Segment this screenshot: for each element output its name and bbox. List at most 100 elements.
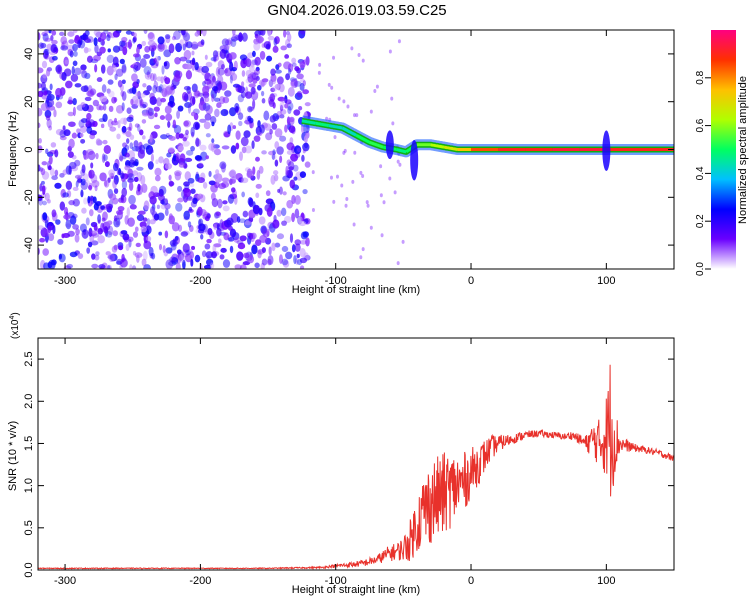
noise-point (164, 105, 172, 115)
noise-point (237, 85, 246, 94)
noise-point (78, 119, 85, 128)
noise-point (266, 207, 273, 217)
noise-point (243, 130, 251, 138)
ridge-segment (395, 148, 407, 154)
noise-point (289, 116, 295, 123)
noise-point (260, 30, 266, 36)
x-tick-label: -100 (325, 275, 347, 287)
noise-point (253, 41, 261, 51)
noise-point (291, 62, 297, 67)
noise-point (299, 239, 307, 245)
noise-point (165, 113, 173, 122)
noise-point (290, 153, 299, 162)
noise-point (51, 175, 58, 181)
noise-point (285, 73, 290, 81)
noise-point (279, 135, 287, 142)
noise-point (156, 204, 160, 210)
noise-point (190, 188, 196, 194)
noise-point (211, 121, 215, 127)
noise-point (100, 123, 105, 129)
noise-point (271, 123, 278, 130)
noise-point (161, 44, 168, 51)
noise-point (247, 115, 252, 122)
noise-point (81, 70, 88, 79)
noise-point (229, 245, 234, 254)
noise-point (281, 258, 289, 266)
noise-point (240, 91, 246, 99)
noise-point (80, 189, 84, 198)
noise-point (59, 135, 67, 141)
noise-point (181, 91, 188, 101)
noise-point (121, 64, 127, 74)
noise-point (168, 147, 175, 153)
noise-point (103, 144, 112, 154)
noise-point (171, 257, 179, 265)
noise-point (268, 150, 277, 156)
noise-point (291, 212, 296, 223)
noise-point (294, 243, 301, 252)
noise-point (40, 168, 46, 176)
noise-point (101, 84, 107, 93)
noise-point (261, 150, 267, 155)
noise-point (380, 233, 384, 238)
noise-point (75, 180, 79, 188)
noise-point (118, 45, 124, 52)
noise-point (185, 129, 189, 136)
noise-point (185, 63, 193, 70)
ridge-excursion (410, 139, 419, 181)
noise-point (87, 119, 95, 127)
noise-point (132, 37, 136, 44)
noise-point (141, 112, 150, 117)
noise-point (190, 200, 197, 208)
noise-point (197, 177, 205, 184)
noise-point (237, 112, 244, 120)
noise-point (276, 76, 284, 85)
noise-point (173, 124, 182, 135)
noise-point (174, 56, 181, 65)
noise-point (285, 99, 292, 105)
noise-point (274, 159, 279, 167)
noise-point (296, 147, 301, 153)
noise-point (296, 90, 303, 98)
noise-point (125, 243, 130, 252)
noise-point (257, 249, 265, 255)
noise-point (168, 43, 175, 54)
noise-point (294, 195, 301, 205)
noise-point (132, 36, 137, 43)
noise-point (187, 177, 195, 184)
noise-point (345, 196, 349, 201)
noise-point (194, 90, 201, 97)
noise-point (281, 207, 287, 217)
noise-point (139, 58, 147, 68)
noise-point (340, 183, 344, 188)
snr-line (38, 364, 674, 570)
noise-point (40, 81, 46, 91)
noise-point (281, 220, 288, 226)
noise-point (108, 105, 114, 112)
noise-point (131, 104, 139, 109)
noise-point (311, 208, 315, 213)
noise-point (62, 125, 66, 131)
noise-point (68, 200, 75, 206)
noise-point (355, 113, 359, 118)
noise-point (177, 197, 184, 203)
noise-point (205, 155, 209, 160)
noise-point (46, 118, 52, 129)
x-tick-label: -300 (54, 275, 76, 287)
noise-point (168, 180, 174, 187)
ridge-excursion (602, 130, 611, 172)
noise-point (81, 207, 87, 214)
y-tick-label: 2.0 (23, 394, 35, 409)
noise-point (62, 192, 69, 198)
noise-point (128, 181, 134, 192)
noise-point (101, 153, 106, 163)
noise-point (165, 247, 173, 254)
noise-point (177, 185, 183, 192)
noise-point (255, 183, 262, 189)
noise-point (137, 149, 146, 159)
noise-point (178, 162, 185, 168)
noise-point (121, 63, 127, 73)
noise-point (42, 73, 48, 79)
noise-point (350, 46, 354, 51)
noise-point (232, 30, 236, 36)
